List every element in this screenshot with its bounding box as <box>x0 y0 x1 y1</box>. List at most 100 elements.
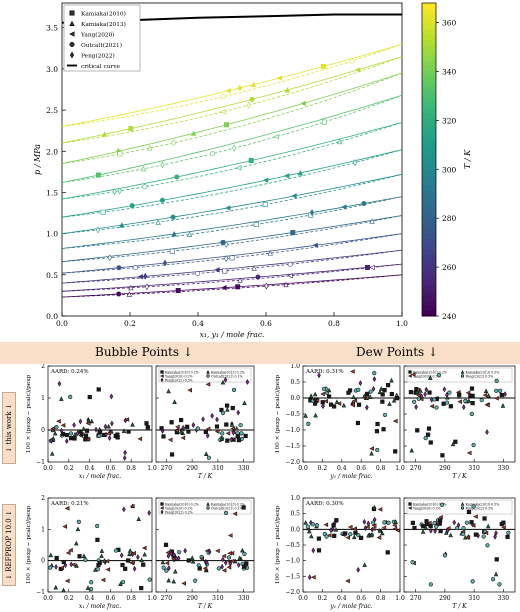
deviation-point <box>174 428 179 433</box>
vle-data-point <box>147 145 153 151</box>
deviation-point <box>174 555 179 562</box>
main-x-tick-label: 0.0 <box>56 319 68 328</box>
deviation-point <box>241 505 246 510</box>
colorbar-segment <box>422 237 436 244</box>
deviation-point <box>220 379 226 385</box>
deviation-point <box>456 522 461 529</box>
deviation-point <box>160 559 166 565</box>
deviation-point <box>48 552 54 558</box>
deviation-point <box>444 530 449 535</box>
vle-data-point <box>235 165 242 171</box>
deviation-point <box>199 556 204 562</box>
panel-legend-marker <box>460 370 465 374</box>
colorbar-segment <box>422 34 436 41</box>
colorbar-segment <box>422 122 436 129</box>
deviation-point <box>229 436 234 443</box>
colorbar-segment <box>422 96 436 103</box>
panel-legend-marker <box>460 374 465 378</box>
deviation-point <box>53 584 59 590</box>
panel-x-tick-label: 0.0 <box>298 595 308 602</box>
deviation-point <box>141 562 146 567</box>
deviation-point <box>242 551 247 556</box>
colorbar-segment <box>422 154 436 160</box>
deviation-point <box>343 531 348 536</box>
deviation-point <box>68 547 73 553</box>
colorbar-tick-label: 340 <box>442 67 457 76</box>
deviation-point <box>445 525 451 531</box>
panel-x-tick-label: 0.8 <box>376 465 386 472</box>
deviation-point <box>54 555 59 561</box>
deviation-point <box>416 392 421 398</box>
vle-data-point <box>251 265 257 271</box>
deviation-point <box>242 400 247 406</box>
deviation-point <box>132 565 137 572</box>
deviation-point <box>89 580 94 585</box>
bubble-isotherm-line <box>61 56 403 144</box>
main-y-tick-label: 1.0 <box>46 230 58 239</box>
deviation-point <box>224 422 229 427</box>
panel-frame <box>47 497 153 593</box>
panel-legend-marker <box>160 374 164 378</box>
panel-x-tick-label: 0.2 <box>64 595 74 602</box>
main-y-tick-label: 0.0 <box>46 312 58 321</box>
main-y-tick-label: 3.0 <box>46 65 58 74</box>
deviation-point <box>59 565 65 571</box>
deviation-point <box>123 449 127 456</box>
deviation-point <box>303 413 308 418</box>
panel-legend-label: Outcalt(2021) 0.1% <box>211 375 243 379</box>
deviation-point <box>311 575 316 580</box>
deviation-point <box>225 407 230 412</box>
panel-legend-label: Kamiaka(2010) 0.2% <box>165 503 199 507</box>
deviation-point <box>175 424 180 430</box>
deviation-point <box>427 520 432 526</box>
vle-data-point <box>349 58 355 64</box>
colorbar-tick-label: 260 <box>442 263 457 272</box>
panel-x-tick-label: 270 <box>161 465 173 472</box>
panel-x-tick-label: 310 <box>212 465 224 472</box>
main-y-tick-label: 0.5 <box>46 271 58 280</box>
deviation-point <box>52 430 58 436</box>
deviation-point <box>223 510 229 515</box>
deviation-point <box>50 426 56 431</box>
vle-data-point <box>223 122 229 128</box>
panel-x-axis-label: y₁ / mole frac. <box>329 603 372 610</box>
deviation-point <box>193 578 198 583</box>
deviation-point <box>444 400 450 405</box>
deviation-point <box>79 432 84 437</box>
deviation-point <box>494 388 499 393</box>
deviation-point <box>483 530 489 536</box>
bubble-isotherm-line <box>61 173 403 234</box>
deviation-point <box>409 447 415 453</box>
deviation-point <box>381 427 386 432</box>
deviation-point <box>147 510 151 516</box>
panel-legend-label: Kamiaka(2013) 0.5% <box>466 503 500 507</box>
deviation-point <box>353 530 358 535</box>
legend-marker <box>69 51 75 59</box>
panel-legend-marker <box>206 374 210 378</box>
deviation-point <box>102 558 107 563</box>
deviation-point <box>356 402 362 407</box>
bubble-isotherm-line <box>61 263 403 292</box>
deviation-point <box>224 403 230 408</box>
deviation-point <box>77 554 82 559</box>
colorbar-tick-label: 240 <box>442 312 457 321</box>
deviation-point <box>243 433 248 439</box>
vle-data-point <box>186 231 193 237</box>
deviation-point <box>313 412 318 418</box>
vle-data-point <box>283 281 289 288</box>
main-legend: Kamiaka(2010) Kamiaka(2013) Yang(2020) Outc… <box>63 4 141 72</box>
panel-legend-label: Peng(2022) 0.3% <box>165 379 193 383</box>
deviation-point <box>482 516 487 521</box>
deviation-point <box>486 393 491 398</box>
panel-y-tick-label: 1.0 <box>290 364 300 370</box>
deviation-point <box>240 547 245 553</box>
deviation-point <box>68 436 74 441</box>
deviation-point <box>305 524 310 529</box>
deviation-point <box>421 524 426 529</box>
colorbar-segment <box>422 3 436 9</box>
deviation-point <box>94 426 98 433</box>
deviation-point <box>436 372 442 378</box>
deviation-point <box>378 386 384 391</box>
legend-marker <box>69 31 75 37</box>
